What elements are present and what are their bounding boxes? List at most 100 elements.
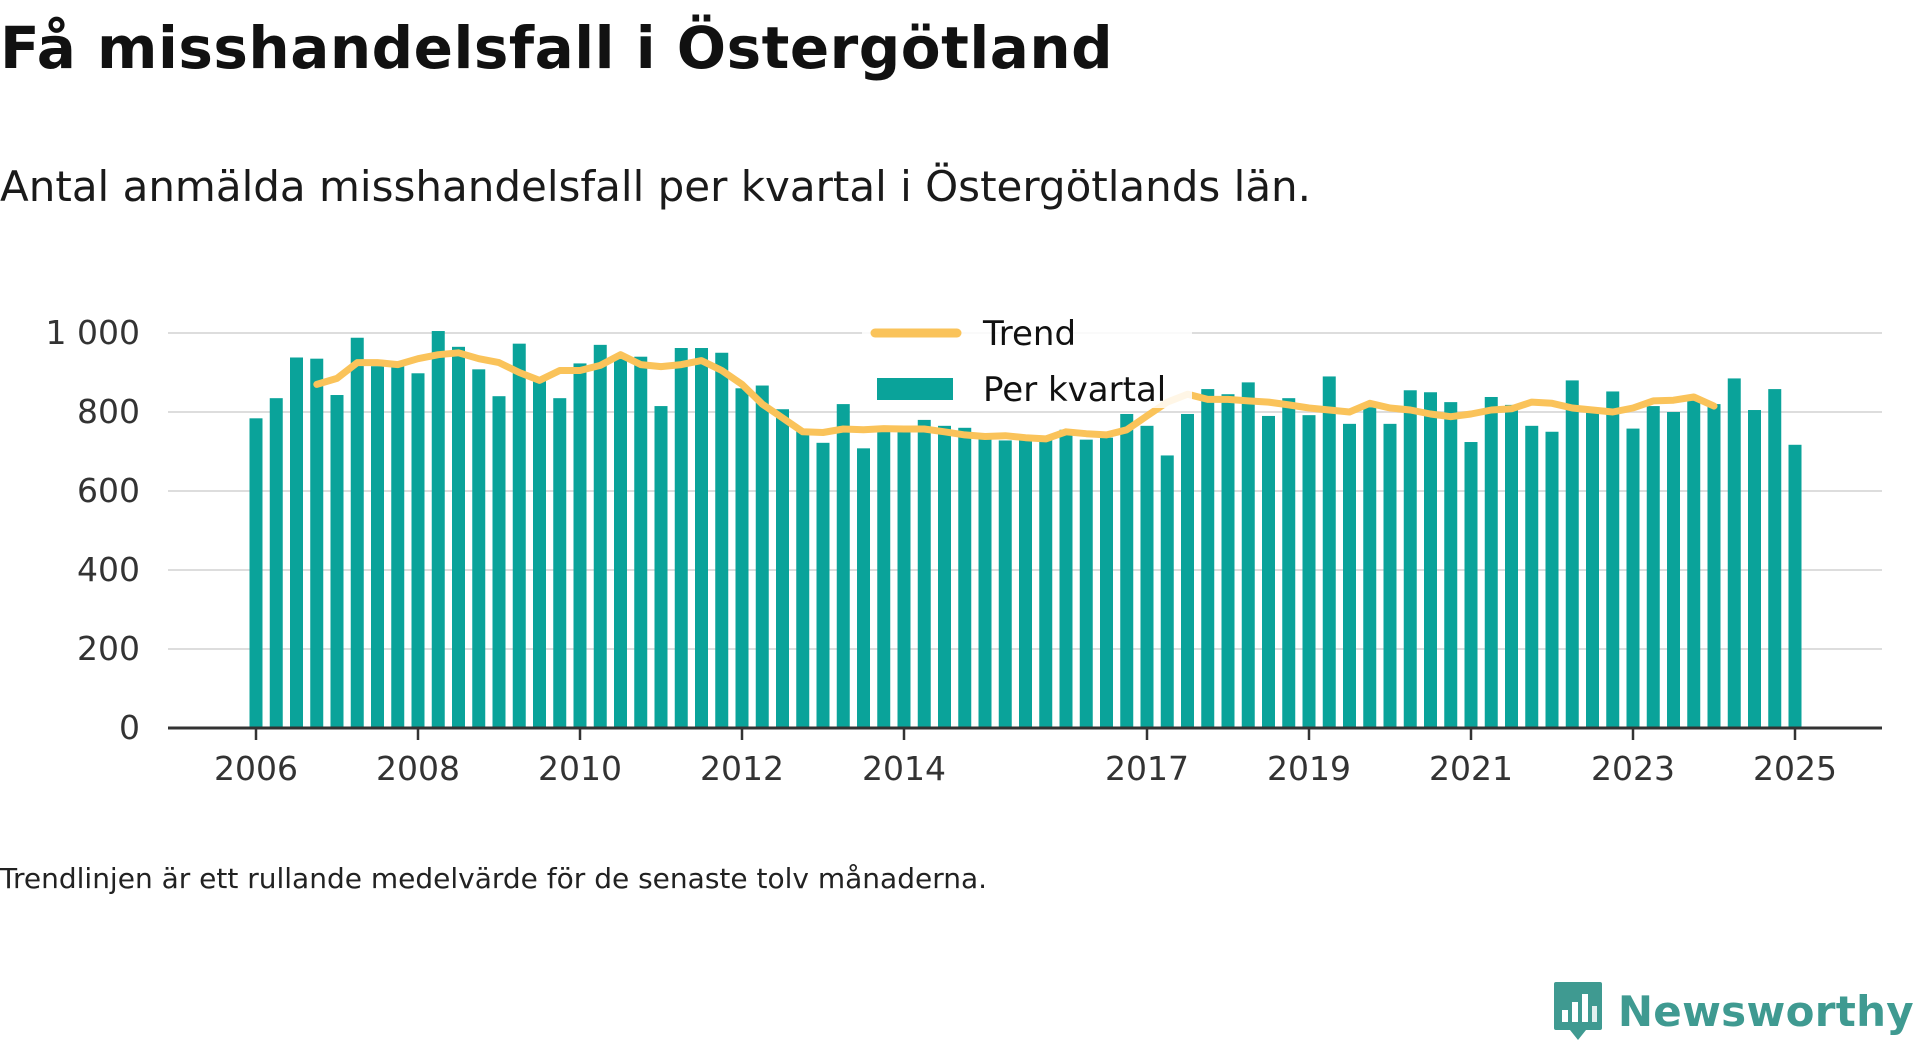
bar: [1302, 415, 1316, 728]
bar: [1201, 389, 1215, 728]
bar: [958, 427, 972, 728]
bar: [1019, 435, 1032, 728]
bar: [249, 418, 263, 728]
bar: [917, 419, 931, 728]
x-tick-label: 2017: [1105, 749, 1189, 788]
y-tick-label: 800: [77, 392, 140, 431]
chart-title: Få misshandelsfall i Östergötland: [0, 14, 1114, 82]
bar: [1545, 431, 1559, 728]
bar: [1484, 396, 1498, 728]
bar: [1505, 404, 1518, 728]
x-tick-label: 2019: [1267, 749, 1351, 788]
bar: [533, 380, 546, 728]
bar: [1221, 394, 1235, 728]
bar: [1160, 455, 1174, 728]
bar: [1444, 402, 1458, 728]
y-tick-label: 600: [77, 471, 140, 510]
bar: [1363, 407, 1377, 728]
footnote: Trendlinjen är ett rullande medelvärde f…: [0, 862, 988, 895]
bar: [1120, 413, 1134, 728]
bar: [1140, 425, 1154, 728]
bar: [350, 337, 364, 728]
legend-trend-label: Trend: [982, 314, 1076, 354]
bar: [1565, 380, 1579, 728]
bar: [735, 388, 749, 728]
bar: [1788, 444, 1802, 728]
x-tick-label: 2012: [700, 749, 784, 788]
x-tick-label: 2021: [1429, 749, 1513, 788]
y-axis-labels: 0 200 400 600 800 1 000: [46, 313, 140, 747]
bar: [553, 398, 567, 728]
bar: [1241, 382, 1255, 728]
bar: [715, 352, 729, 728]
bar: [1667, 412, 1680, 728]
bar: [371, 366, 384, 728]
bar: [1687, 398, 1701, 728]
x-axis-labels: 2006 2008 2010 2012 2014 2017 2019 2021 2023 2025: [214, 749, 1837, 788]
bar: [938, 425, 951, 728]
x-axis: [168, 726, 1882, 740]
bar: [897, 427, 911, 728]
chart-subtitle: Antal anmälda misshandelsfall per kvarta…: [0, 162, 1312, 211]
bar: [472, 369, 486, 728]
x-tick-label: 2010: [538, 749, 622, 788]
bar: [1403, 390, 1417, 728]
chart-area: 0 200 400 600 800 1 000 2006 2008 2010 2012 2014 2…: [0, 290, 1920, 820]
bar: [1059, 429, 1073, 728]
bar: [1727, 378, 1741, 728]
bar: [1606, 391, 1620, 728]
bar: [1282, 398, 1296, 728]
bar: [1748, 410, 1761, 728]
bar-chart-speech-bubble-icon: [1553, 982, 1602, 1040]
x-tick-label: 2006: [214, 749, 298, 788]
trend-line: [313, 349, 1718, 443]
y-tick-label: 400: [77, 550, 140, 589]
legend: Trend Per kvartal: [862, 290, 1192, 410]
bar: [695, 348, 708, 728]
x-tick-label: 2008: [376, 749, 460, 788]
y-tick-label: 200: [77, 629, 140, 668]
x-tick-label: 2014: [862, 749, 946, 788]
y-tick-label: 0: [119, 708, 140, 747]
bar: [391, 364, 405, 728]
bar: [1586, 408, 1599, 728]
bar: [1079, 439, 1093, 728]
bar: [998, 440, 1012, 728]
bar: [1262, 415, 1275, 728]
bar: [593, 344, 607, 728]
bar: [1464, 442, 1478, 728]
bar: [1181, 413, 1194, 728]
bar: [1626, 428, 1640, 728]
bar: [1646, 406, 1660, 728]
bar: [1100, 437, 1113, 728]
bar: [411, 373, 425, 728]
x-tick-label: 2023: [1591, 749, 1675, 788]
bar: [269, 398, 283, 728]
bar: [1343, 423, 1356, 728]
bar: [452, 346, 465, 728]
bar: [877, 428, 891, 728]
bar: [1525, 425, 1539, 728]
bar: [796, 428, 810, 728]
bar: [1322, 376, 1336, 728]
bar: [431, 331, 445, 728]
bar: [1039, 439, 1053, 728]
bar: [634, 356, 648, 728]
bar: [836, 404, 850, 728]
bar: [1383, 423, 1397, 728]
bar: [674, 348, 688, 728]
bar: [573, 363, 587, 728]
bar: [755, 385, 769, 728]
x-tick-label: 2025: [1753, 749, 1837, 788]
brand-name: Newsworthy: [1617, 986, 1914, 1036]
trend-line-layer: [313, 349, 1718, 443]
bar: [857, 448, 870, 728]
bar: [978, 434, 992, 728]
bar: [654, 406, 668, 728]
bar: [1424, 392, 1437, 728]
legend-bars-swatch: [877, 378, 953, 400]
bar: [816, 442, 830, 728]
bar: [310, 358, 324, 728]
bar: [512, 343, 526, 728]
